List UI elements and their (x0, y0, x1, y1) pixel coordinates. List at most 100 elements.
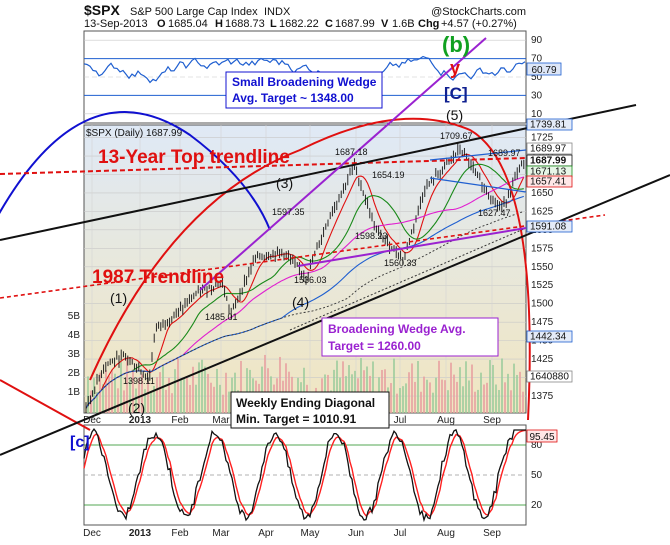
price-tag-label: 1442.34 (530, 332, 567, 343)
wave-y-label: y (450, 58, 460, 78)
price-tag-label: 1739.81 (530, 120, 567, 131)
price-tag-box (526, 220, 573, 233)
price-tag-label: 1657.41 (530, 177, 567, 188)
oscillator-y-ticks: 20 50 80 (531, 440, 543, 511)
broadening-wedge-line2: Target = 1260.00 (328, 339, 421, 353)
label-1627: 1627.47 (478, 208, 511, 218)
volume-bar (459, 367, 461, 413)
volume-bar (141, 374, 143, 413)
price-tag-box (526, 118, 573, 131)
volume-bar (174, 369, 176, 413)
volume-bar (399, 388, 401, 413)
volume-bar (435, 377, 437, 413)
volume-bar (213, 386, 215, 413)
y-tick-label: 1375 (531, 391, 554, 402)
volume-bar (249, 369, 251, 413)
red-lower-line (0, 379, 91, 431)
rsi-y-ticks: 10 30 50 70 90 (531, 35, 543, 120)
osc-tick-label: 20 (531, 500, 543, 511)
volume-bar (522, 391, 524, 413)
y-tick-label: 1575 (531, 243, 554, 254)
volume-bar (396, 393, 398, 413)
volume-tick-label: 3B (68, 349, 81, 360)
volume-bar (156, 377, 158, 413)
osc-x-tick-label: Jul (394, 528, 407, 539)
high-value: 1688.73 (225, 18, 265, 30)
volume-bar (471, 364, 473, 413)
date: 13-Sep-2013 (84, 18, 148, 30)
volume-bar (450, 362, 452, 413)
volume-bar (210, 382, 212, 413)
volume-bar (159, 372, 161, 413)
price-tag-label: 1591.08 (530, 222, 567, 233)
volume-bar (267, 368, 269, 413)
volume-bar (216, 368, 218, 413)
rsi-line (83, 55, 526, 92)
volume-bar (438, 360, 440, 413)
red-arc (89, 117, 531, 421)
oscillator-panel: 20 50 80 Dec 2013 Feb Mar Apr May Jun Jul Aug Sep 9… (83, 424, 558, 539)
volume-bar (489, 360, 491, 413)
wedge-top-line (429, 149, 527, 161)
small-wedge-line2: Avg. Target ~ 1348.00 (232, 91, 354, 105)
x-tick-label: 2013 (129, 415, 152, 426)
label-1598: 1598.23 (355, 231, 388, 241)
exchange: INDX (264, 6, 291, 18)
volume-bar (135, 388, 137, 413)
broadening-wedge-line1: Broadening Wedge Avg. (328, 322, 466, 336)
volume-bar (390, 383, 392, 413)
change-label: Chg (418, 18, 439, 30)
volume-bar (162, 366, 164, 413)
volume-bar (132, 369, 134, 413)
label-1398: 1398.11 (123, 376, 155, 386)
close-label: C (325, 18, 333, 30)
x-tick-label: Feb (171, 415, 189, 426)
small-wedge-line1: Small Broadening Wedge (232, 75, 377, 89)
volume-bar (222, 394, 224, 413)
volume-tick-label: 2B (68, 368, 81, 379)
osc-x-tick-label: Dec (83, 528, 101, 539)
rsi-tick-label: 10 (531, 109, 543, 120)
volume-bar (129, 379, 131, 413)
volume-bar (204, 366, 206, 413)
volume-tick-label: 1B (68, 387, 81, 398)
rsi-value-label: 60.79 (531, 65, 556, 76)
volume-bar (225, 372, 227, 413)
oscillator-value-tag (526, 429, 558, 443)
wave-C-label: [C] (444, 84, 468, 103)
volume-bar (228, 391, 230, 413)
volume-bar (405, 383, 407, 413)
diagonal-line1: Weekly Ending Diagonal (236, 396, 375, 410)
top-trendline-label: 13-Year Top trendline (98, 147, 290, 168)
label-1654: 1654.19 (372, 170, 405, 180)
volume-bar (468, 380, 470, 413)
price-tag-label: 1640880 (530, 372, 569, 383)
volume-bar (246, 368, 248, 413)
ma-short (85, 153, 525, 409)
price-tag-box (526, 330, 573, 343)
volume-bar (372, 361, 374, 413)
y-tick-label: 1425 (531, 354, 554, 365)
volume-bar (336, 360, 338, 413)
x-tick-label: Jul (394, 415, 407, 426)
volume-bar (333, 369, 335, 413)
label-1597: 1597.35 (272, 207, 305, 217)
volume-bar (168, 377, 170, 413)
rsi-tick-label: 90 (531, 35, 543, 46)
low-label: L (270, 18, 277, 30)
ohlc-row: 13-Sep-2013 O 1685.04 H 1688.73 L 1682.2… (84, 18, 517, 30)
volume-tick-label: 5B (68, 311, 81, 322)
label-1485: 1485.01 (205, 312, 238, 322)
trendline-1987-label: 1987 Trendline (92, 267, 224, 288)
annotations: 13-Year Top trendline 1987 Trendline Sma… (70, 32, 521, 451)
wedge-bottom-line (429, 177, 527, 193)
volume-y-ticks: 1B 2B 3B 4B 5B (68, 311, 81, 398)
y-tick-label: 1725 (531, 133, 554, 144)
volume-bar (240, 360, 242, 413)
wave-5-label: (5) (446, 107, 463, 123)
y-tick-label: 1500 (531, 299, 554, 310)
volume-bar (183, 378, 185, 413)
osc-x-tick-label: Mar (212, 528, 230, 539)
volume-bar (96, 392, 98, 413)
volume-bar (423, 376, 425, 413)
